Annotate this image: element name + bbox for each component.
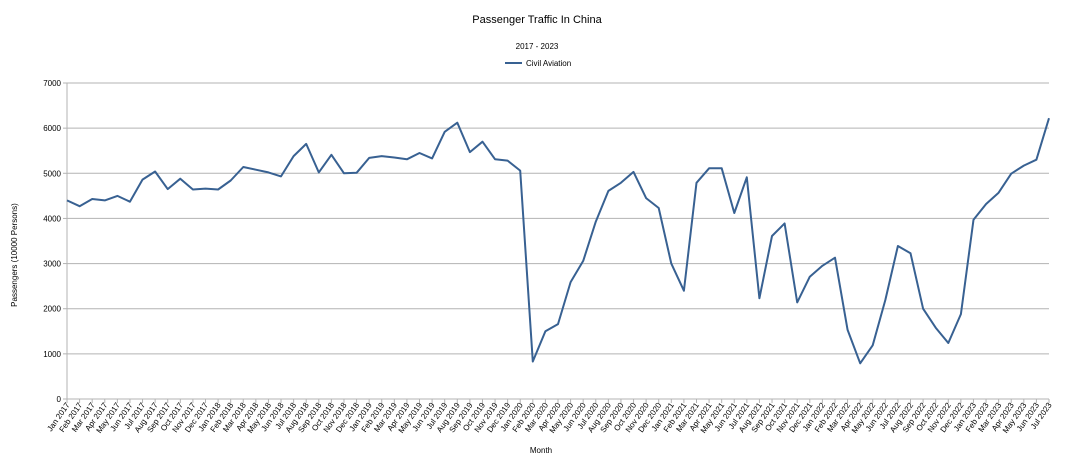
legend-label: Civil Aviation <box>526 59 571 68</box>
y-tick-label: 1000 <box>43 350 61 359</box>
y-tick-label: 4000 <box>43 214 61 223</box>
y-tick-label: 2000 <box>43 305 61 314</box>
y-tick-label: 5000 <box>43 169 61 178</box>
x-axis-label: Month <box>530 446 552 455</box>
y-axis-label: Passengers (10000 Persons) <box>10 203 19 307</box>
chart-subtitle: 2017 - 2023 <box>516 42 559 51</box>
chart-title: Passenger Traffic In China <box>472 14 602 26</box>
y-tick-label: 6000 <box>43 124 61 133</box>
y-tick-label: 0 <box>57 395 62 404</box>
data-line <box>66 117 1050 365</box>
y-tick-label: 7000 <box>43 79 61 88</box>
y-tick-label: 3000 <box>43 260 61 269</box>
